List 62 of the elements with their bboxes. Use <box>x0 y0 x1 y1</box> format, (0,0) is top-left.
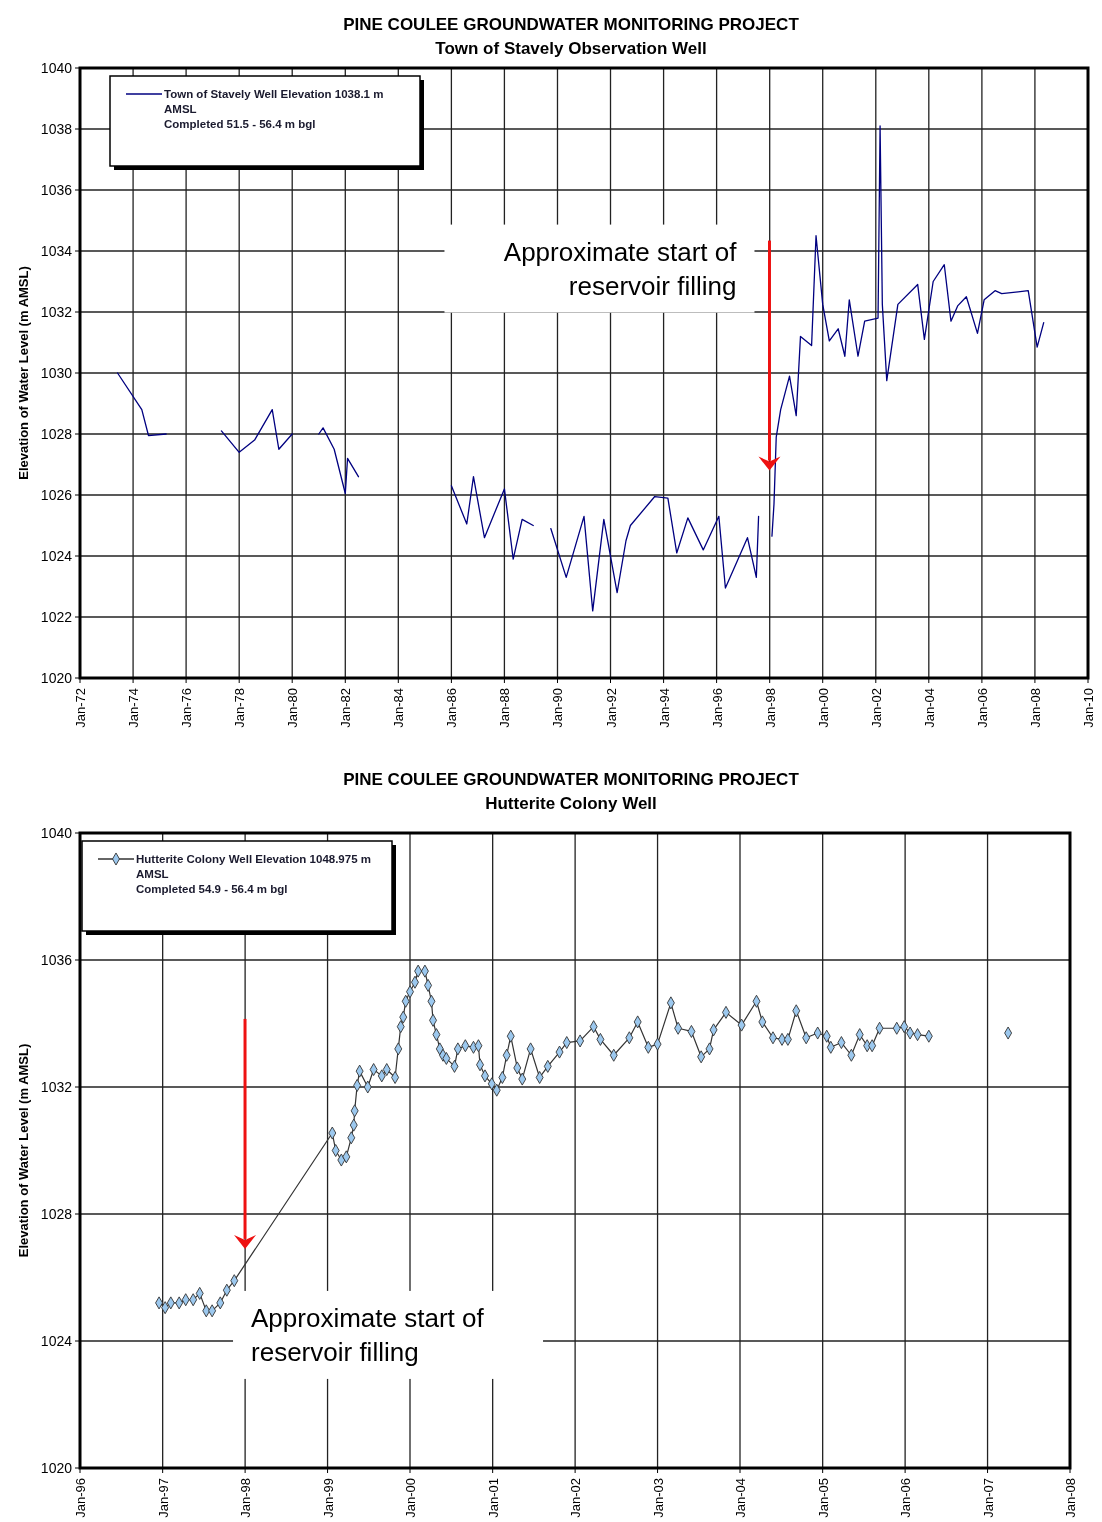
x-tick-label: Jan-90 <box>550 688 566 728</box>
y-axis-title: Elevation of Water Level (m AMSL) <box>16 266 31 480</box>
x-tick-label: Jan-05 <box>815 1478 831 1518</box>
x-tick-label: Jan-02 <box>868 688 884 728</box>
x-tick-label: Jan-96 <box>709 688 725 728</box>
y-tick-label: 1036 <box>40 952 73 968</box>
chart-title: PINE COULEE GROUNDWATER MONITORING PROJECT <box>343 15 800 34</box>
x-tick-label: Jan-02 <box>568 1478 584 1518</box>
y-tick-label: 1028 <box>40 426 73 442</box>
y-tick-label: 1028 <box>40 1206 73 1222</box>
y-tick-label: 1032 <box>40 304 73 320</box>
y-tick-label: 1026 <box>40 487 73 503</box>
x-tick-label: Jan-01 <box>485 1478 501 1518</box>
y-tick-label: 1040 <box>40 60 73 76</box>
x-tick-label: Jan-08 <box>1063 1478 1078 1518</box>
x-tick-label: Jan-76 <box>179 688 195 728</box>
x-tick-label: Jan-97 <box>155 1478 171 1518</box>
x-tick-label: Jan-78 <box>232 688 248 728</box>
annotation: Approximate start of reservoir filling <box>503 236 738 301</box>
x-tick-label: Jan-08 <box>1027 688 1043 728</box>
x-tick-label: Jan-04 <box>921 688 937 728</box>
y-tick-label: 1036 <box>40 182 73 198</box>
y-tick-label: 1040 <box>40 825 73 841</box>
y-tick-label: 1024 <box>40 548 73 564</box>
x-tick-label: Jan-88 <box>497 688 513 728</box>
x-tick-label: Jan-94 <box>656 688 672 728</box>
x-tick-label: Jan-98 <box>762 688 778 728</box>
x-tick-label: Jan-04 <box>733 1478 748 1518</box>
x-tick-label: Jan-10 <box>1081 688 1096 728</box>
y-axis-title: Elevation of Water Level (m AMSL) <box>16 1043 31 1258</box>
x-tick-label: Jan-00 <box>815 688 831 728</box>
y-tick-label: 1022 <box>40 609 73 625</box>
chart-subtitle: Hutterite Colony Well <box>485 794 657 813</box>
x-tick-label: Jan-92 <box>603 688 619 728</box>
annotation: Completed 54.9 - 56.4 m bgl <box>136 883 288 895</box>
x-tick-label: Jan-96 <box>73 1478 88 1518</box>
x-tick-label: Jan-74 <box>126 688 142 728</box>
x-tick-label: Jan-98 <box>238 1478 254 1518</box>
y-tick-label: 1032 <box>40 1079 73 1095</box>
x-tick-label: Jan-80 <box>285 688 301 728</box>
x-tick-label: Jan-07 <box>980 1478 996 1518</box>
annotation: Completed 51.5 - 56.4 m bgl <box>164 118 316 130</box>
x-tick-label: Jan-86 <box>444 688 460 728</box>
y-tick-label: 1024 <box>40 1333 73 1349</box>
x-tick-label: Jan-06 <box>898 1478 914 1518</box>
y-tick-label: 1020 <box>40 1460 73 1476</box>
x-tick-label: Jan-72 <box>73 688 88 728</box>
x-tick-label: Jan-82 <box>338 688 354 728</box>
chart-title: PINE COULEE GROUNDWATER MONITORING PROJECT <box>343 770 800 789</box>
y-tick-label: 1034 <box>40 243 73 259</box>
annotation: Approximate start of reservoir filling <box>251 1302 485 1367</box>
x-tick-label: Jan-99 <box>320 1478 336 1518</box>
x-tick-label: Jan-84 <box>391 688 407 728</box>
chart-subtitle: Town of Stavely Observation Well <box>435 39 707 58</box>
legend-label: Hutterite Colony Well Elevation 1048.975 m AMSL <box>136 853 371 880</box>
x-tick-label: Jan-00 <box>403 1478 418 1518</box>
y-tick-label: 1020 <box>40 670 73 686</box>
y-tick-label: 1038 <box>40 121 73 137</box>
x-tick-label: Jan-03 <box>650 1478 666 1518</box>
y-tick-label: 1030 <box>40 365 73 381</box>
legend-label: Town of Stavely Well Elevation 1038.1 m AMSL <box>164 88 384 115</box>
x-tick-label: Jan-06 <box>974 688 990 728</box>
